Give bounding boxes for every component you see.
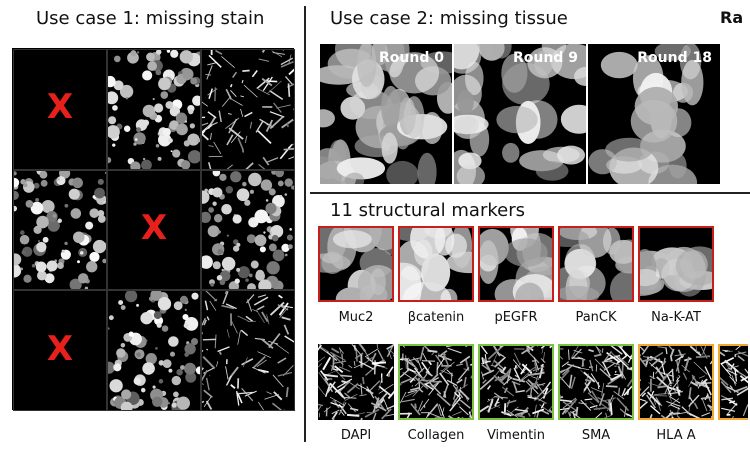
marker-label: Vimentin — [486, 428, 546, 443]
stain-tile — [107, 49, 201, 170]
marker-label: HLA A — [656, 428, 696, 443]
round-image: Round 9 — [454, 44, 586, 184]
missing-stain-tile: X — [13, 49, 107, 170]
stain-tile — [201, 290, 295, 411]
marker-label: Muc2 — [338, 310, 374, 325]
markers-title: 11 structural markers — [330, 200, 525, 221]
round-label: Round 18 — [637, 50, 712, 66]
marker-label: PanCK — [575, 310, 617, 325]
marker-image — [638, 226, 714, 302]
marker-image — [318, 226, 394, 302]
missing-x-mark: X — [140, 207, 168, 248]
round-label: Round 0 — [379, 50, 444, 66]
marker-image — [398, 344, 474, 420]
horizontal-divider — [310, 192, 750, 194]
missing-stain-tile: X — [107, 169, 201, 291]
cut-off-title: Ra — [720, 8, 744, 27]
marker-label: Collagen — [407, 428, 465, 443]
marker-image — [558, 226, 634, 302]
stain-tile — [107, 290, 201, 411]
marker-image — [478, 344, 554, 420]
vertical-divider — [304, 6, 306, 442]
marker-label: SMA — [581, 428, 611, 443]
marker-label: βcatenin — [407, 310, 465, 325]
round-image: Round 18 — [588, 44, 720, 184]
stain-tile — [13, 169, 107, 291]
use-case-1-title: Use case 1: missing stain — [36, 8, 265, 29]
marker-image — [398, 226, 474, 302]
use-case-2-title: Use case 2: missing tissue — [330, 8, 568, 29]
marker-label: pEGFR — [494, 310, 538, 325]
marker-image — [558, 344, 634, 420]
marker-image-cut-off — [718, 344, 748, 420]
marker-label: DAPI — [340, 428, 372, 443]
missing-stain-tile: X — [13, 290, 107, 411]
round-label: Round 9 — [513, 50, 578, 66]
missing-stain-grid: X X X — [12, 48, 295, 411]
marker-label: Na-K-AT — [651, 310, 701, 325]
marker-image — [318, 344, 394, 420]
marker-image — [638, 344, 714, 420]
marker-image — [478, 226, 554, 302]
stain-tile — [201, 49, 295, 170]
round-image: Round 0 — [320, 44, 452, 184]
missing-x-mark: X — [46, 87, 74, 128]
stain-tile — [201, 169, 295, 291]
missing-x-mark: X — [46, 328, 74, 369]
